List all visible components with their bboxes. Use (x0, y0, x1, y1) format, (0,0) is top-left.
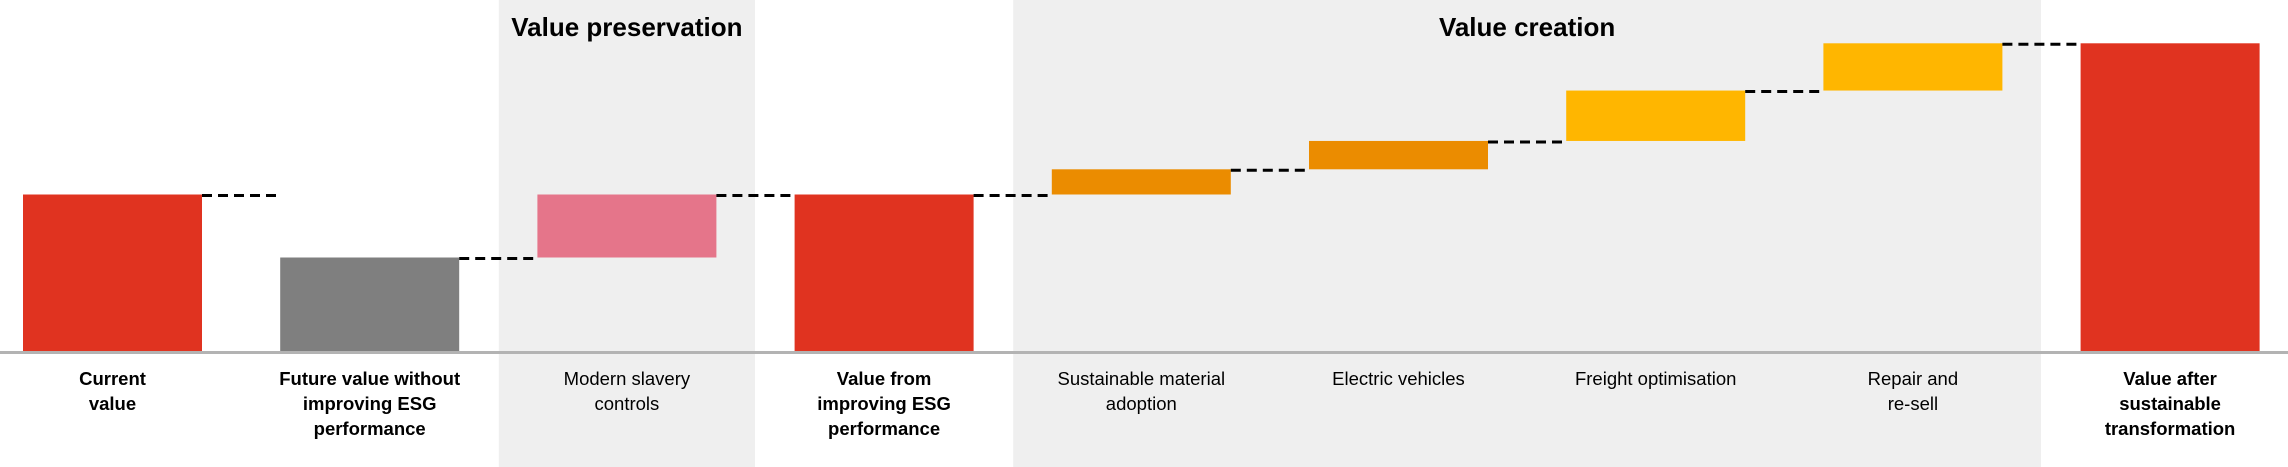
group-title: Value preservation (511, 12, 743, 42)
x-axis-line (0, 351, 2288, 354)
bar-delta (537, 194, 717, 258)
bar-total (2080, 43, 2260, 353)
bar-delta (1051, 169, 1231, 195)
bar-total (794, 194, 974, 352)
bar-total (23, 194, 202, 352)
category-label: Freight optimisation (1574, 368, 1737, 389)
bar-delta (1309, 140, 1488, 170)
category-label: Future value without improving ESG perfo… (279, 368, 461, 439)
group-title: Value creation (1438, 12, 1616, 42)
bar-delta (1566, 90, 1746, 141)
category-label: Value after sustainable transformation (2104, 368, 2236, 439)
category-label: Modern slavery controls (563, 368, 691, 414)
category-label: Value from improving ESG performance (817, 368, 951, 439)
bar-delta (1823, 43, 2003, 91)
category-label: Current value (79, 368, 146, 414)
bar-total (280, 257, 460, 352)
category-label: Electric vehicles (1332, 368, 1465, 389)
category-label: Sustainable material adoption (1057, 368, 1226, 414)
category-label: Repair and re-sell (1867, 368, 1959, 414)
